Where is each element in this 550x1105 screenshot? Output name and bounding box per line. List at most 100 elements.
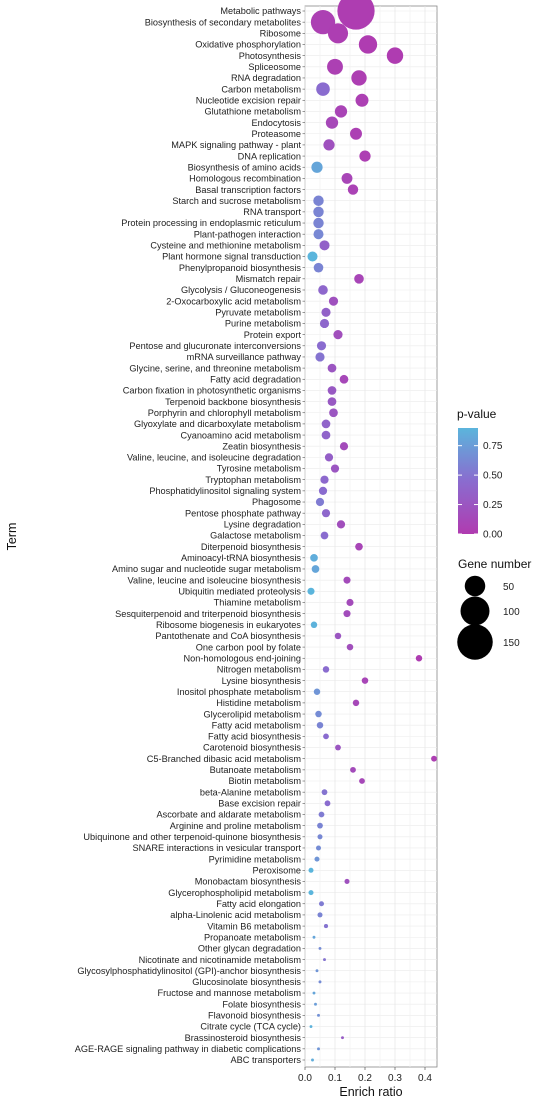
x-tick-label: 0.4 bbox=[418, 1073, 432, 1084]
term-label: Homologous recombination bbox=[189, 174, 301, 184]
term-label: beta-Alanine metabolism bbox=[200, 787, 301, 797]
term-label: Nitrogen metabolism bbox=[217, 665, 302, 675]
term-label: Fructose and mannose metabolism bbox=[158, 988, 302, 998]
term-label: Citrate cycle (TCA cycle) bbox=[200, 1022, 301, 1032]
gene-number-legend-bubble bbox=[464, 575, 486, 597]
data-point bbox=[307, 587, 315, 595]
term-label: Biosynthesis of secondary metabolites bbox=[145, 17, 302, 27]
data-point bbox=[327, 58, 343, 75]
data-point bbox=[323, 924, 329, 929]
data-point bbox=[317, 822, 323, 829]
term-label: Purine metabolism bbox=[225, 319, 301, 329]
term-label: Fatty acid biosynthesis bbox=[208, 732, 301, 742]
data-point bbox=[350, 766, 356, 773]
data-point bbox=[431, 755, 437, 762]
data-point bbox=[313, 206, 324, 218]
data-point bbox=[343, 576, 351, 584]
data-point bbox=[315, 352, 325, 362]
term-label: Fatty acid degradation bbox=[210, 374, 301, 384]
data-point bbox=[329, 408, 338, 418]
data-point bbox=[321, 789, 328, 796]
term-label: Pentose and glucuronate interconversions bbox=[129, 341, 301, 351]
data-point bbox=[315, 497, 325, 507]
data-point bbox=[315, 710, 322, 718]
term-label: Inositol phosphate metabolism bbox=[177, 687, 301, 697]
data-point bbox=[321, 430, 331, 440]
data-point bbox=[321, 307, 331, 317]
data-point bbox=[319, 240, 330, 251]
term-label: Valine, leucine, and isoleucine degradat… bbox=[127, 453, 301, 463]
term-label: Tryptophan metabolism bbox=[205, 475, 301, 485]
bubbles bbox=[307, 0, 437, 1062]
data-point bbox=[317, 912, 323, 918]
data-point bbox=[386, 47, 404, 64]
term-label: 2-Oxocarboxylic acid metabolism bbox=[166, 296, 301, 306]
data-point bbox=[341, 1036, 344, 1040]
data-point bbox=[309, 1025, 313, 1028]
data-point bbox=[316, 721, 324, 729]
term-label: AGE-RAGE signaling pathway in diabetic c… bbox=[75, 1044, 302, 1054]
data-point bbox=[318, 811, 325, 818]
term-label: Glyoxylate and dicarboxylate metabolism bbox=[134, 419, 301, 429]
term-label: Glycine, serine, and threonine metabolis… bbox=[129, 363, 301, 373]
term-label: Pantothenate and CoA biosynthesis bbox=[155, 631, 301, 641]
gene-number-legend-bubble bbox=[457, 624, 493, 660]
data-point bbox=[308, 867, 314, 873]
data-point bbox=[311, 1058, 314, 1062]
term-label: Protein processing in endoplasmic reticu… bbox=[121, 218, 301, 228]
data-point bbox=[324, 453, 334, 462]
term-label: Starch and sucrose metabolism bbox=[172, 196, 301, 206]
term-label: Flavonoid biosynthesis bbox=[208, 1011, 301, 1021]
data-point bbox=[316, 341, 327, 351]
data-point bbox=[316, 82, 330, 96]
gene-number-legend-label: 50 bbox=[503, 582, 515, 593]
term-label: Nicotinate and nicotinamide metabolism bbox=[139, 955, 302, 965]
data-point bbox=[318, 486, 328, 495]
term-label: Monobactam biosynthesis bbox=[195, 877, 302, 887]
pvalue-tick-label: 0.50 bbox=[483, 471, 503, 482]
gene-number-legend-items: 50 100 150 bbox=[457, 575, 520, 660]
data-point bbox=[320, 475, 329, 484]
term-label: Carbon fixation in photosynthetic organi… bbox=[123, 386, 302, 396]
x-tick-label: 0.2 bbox=[358, 1073, 372, 1084]
data-point bbox=[318, 946, 322, 950]
term-label: Cyanoamino acid metabolism bbox=[180, 430, 301, 440]
term-label: Glycosylphosphatidylinositol (GPI)-ancho… bbox=[77, 966, 301, 976]
data-point bbox=[307, 251, 318, 262]
data-point bbox=[336, 520, 346, 529]
data-point bbox=[324, 800, 331, 807]
data-point bbox=[313, 217, 324, 229]
data-point bbox=[308, 890, 314, 896]
data-point bbox=[346, 598, 354, 607]
data-point bbox=[344, 878, 350, 884]
term-label: Cysteine and methionine metabolism bbox=[150, 241, 301, 251]
data-point bbox=[310, 10, 336, 35]
data-point bbox=[337, 0, 375, 30]
x-axis-title: Enrich ratio bbox=[339, 1085, 402, 1099]
data-point bbox=[321, 509, 331, 518]
x-tick-label: 0.1 bbox=[328, 1073, 342, 1084]
data-point bbox=[323, 733, 329, 740]
term-label: Non-homologous end-joining bbox=[184, 653, 301, 663]
data-point bbox=[335, 744, 341, 751]
data-point bbox=[325, 116, 339, 129]
x-tick-label: 0.0 bbox=[298, 1073, 312, 1084]
data-point bbox=[355, 542, 363, 551]
data-point bbox=[351, 70, 367, 86]
data-point bbox=[327, 23, 349, 44]
data-point bbox=[355, 93, 369, 107]
term-label: Nucleotide excision repair bbox=[196, 95, 301, 105]
term-label: Diterpenoid biosynthesis bbox=[201, 542, 302, 552]
term-label: Fatty acid elongation bbox=[216, 899, 301, 909]
data-point bbox=[354, 274, 364, 284]
data-point bbox=[320, 531, 329, 540]
term-label: Protein export bbox=[244, 330, 302, 340]
term-label: Amino sugar and nucleotide sugar metabol… bbox=[112, 564, 301, 574]
term-label: Phenylpropanoid biosynthesis bbox=[179, 263, 301, 273]
data-point bbox=[318, 901, 325, 907]
data-point bbox=[314, 1002, 317, 1006]
pvalue-tick-label: 0.75 bbox=[483, 441, 503, 452]
term-label: Aminoacyl-tRNA biosynthesis bbox=[181, 553, 301, 563]
gene-number-legend-label: 150 bbox=[503, 638, 520, 649]
pvalue-legend: p-value 0.75 0.50 0.25 0.00 bbox=[457, 407, 503, 541]
